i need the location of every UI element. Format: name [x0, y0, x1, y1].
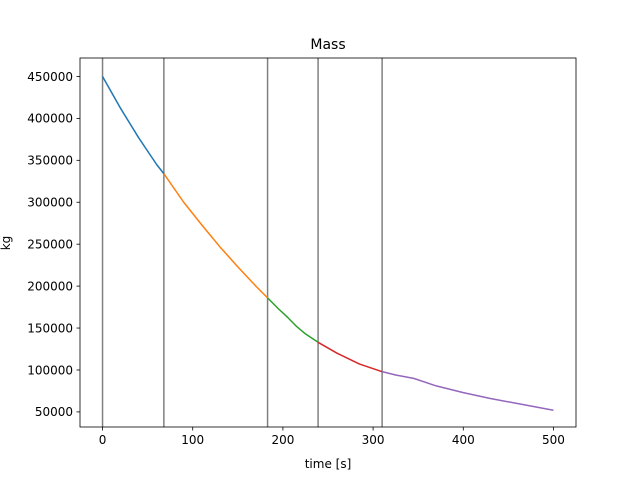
y-tick-label-0: 50000: [35, 405, 73, 419]
x-tick-label-3: 300: [362, 433, 385, 447]
series-line-1: [163, 173, 269, 299]
plot-area: [101, 58, 554, 427]
y-tick-label-1: 100000: [27, 363, 73, 377]
x-tick-label-2: 200: [271, 433, 294, 447]
series-line-2: [267, 297, 319, 343]
x-tick-label-0: 0: [99, 433, 107, 447]
y-tick-label-2: 150000: [27, 321, 73, 335]
y-tick-label-3: 200000: [27, 279, 73, 293]
y-tick-label-7: 400000: [27, 112, 73, 126]
y-tick-label-4: 250000: [27, 237, 73, 251]
y-tick-label-5: 300000: [27, 196, 73, 210]
x-tick-label-4: 400: [452, 433, 475, 447]
axes-frame: [79, 57, 577, 428]
x-axis-label: time [s]: [305, 457, 352, 471]
y-axis-label: kg: [0, 236, 13, 251]
axes: 0 100 200 300 400 500 50000 100000 150000 200000 2…: [27, 57, 577, 447]
x-tick-label-1: 100: [181, 433, 204, 447]
series-line-3: [317, 341, 383, 373]
chart-title: Mass: [310, 37, 345, 53]
x-tick-label-5: 500: [542, 433, 565, 447]
y-tick-label-6: 350000: [27, 154, 73, 168]
series-line-4: [381, 370, 554, 411]
series-line-0: [101, 76, 165, 175]
y-tick-label-8: 450000: [27, 70, 73, 84]
